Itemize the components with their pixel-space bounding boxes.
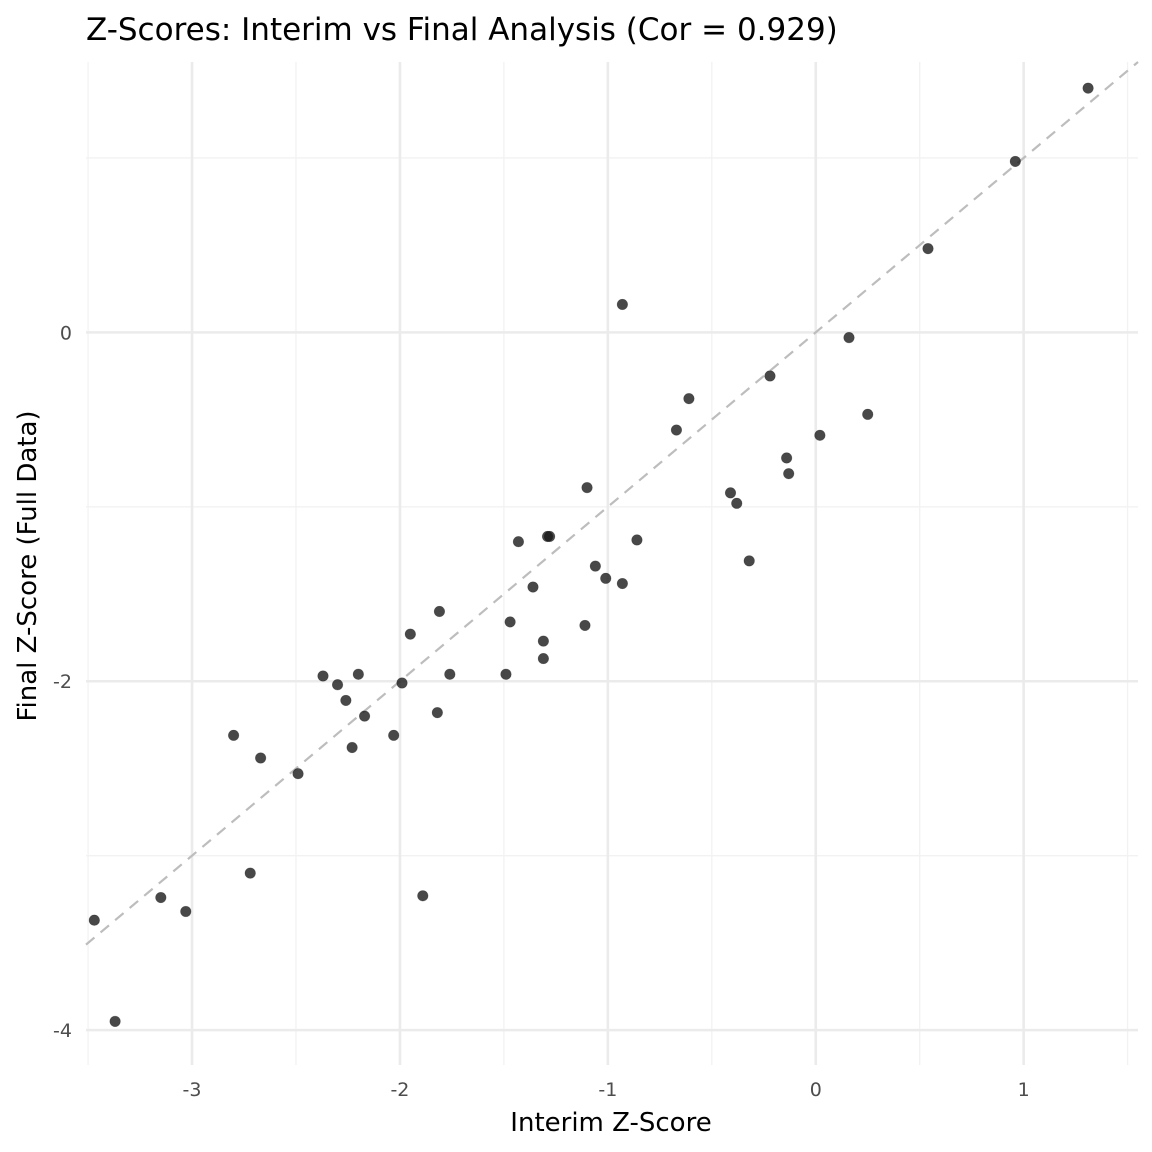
y-axis-title: Final Z-Score (Full Data) <box>13 410 43 721</box>
data-point <box>292 768 304 780</box>
y-tick-label: -4 <box>53 1020 72 1042</box>
reference-line-group <box>85 61 1139 946</box>
data-point <box>537 652 549 665</box>
data-point <box>228 729 240 741</box>
data-point <box>444 668 456 680</box>
data-point <box>331 679 344 691</box>
x-tick-label: -1 <box>598 1079 617 1101</box>
data-point <box>731 497 743 509</box>
data-point <box>843 332 855 344</box>
data-point <box>404 628 416 640</box>
data-point <box>255 752 267 764</box>
data-point <box>589 560 601 572</box>
data-point <box>527 581 539 593</box>
x-axis-tick-labels: -3 -2 -1 0 1 <box>183 1079 1030 1101</box>
data-point <box>504 616 516 628</box>
major-gridlines <box>86 62 1138 1065</box>
data-points <box>88 82 1094 1027</box>
data-point <box>317 670 329 682</box>
y-axis-tick-labels: -4 -2 0 <box>53 322 72 1042</box>
data-point <box>358 710 371 722</box>
data-point <box>388 729 400 741</box>
data-point <box>922 243 934 255</box>
data-point <box>340 694 352 707</box>
y-tick-label: -2 <box>53 671 72 693</box>
data-point <box>431 707 443 719</box>
data-point <box>616 577 628 590</box>
data-point <box>764 370 776 382</box>
data-point <box>109 1015 121 1027</box>
data-point <box>396 677 408 689</box>
data-point <box>244 867 256 879</box>
reference-line <box>85 61 1139 946</box>
data-point <box>500 668 512 680</box>
minor-gridlines <box>86 62 1138 1065</box>
data-point <box>724 487 737 499</box>
x-tick-label: 1 <box>1018 1079 1030 1101</box>
data-point <box>417 890 429 902</box>
data-point <box>433 605 446 618</box>
chart-title: Z-Scores: Interim vs Final Analysis (Cor… <box>86 12 838 48</box>
data-point <box>743 555 755 567</box>
data-point <box>1009 155 1021 168</box>
data-point <box>683 393 695 405</box>
data-point <box>155 891 167 904</box>
x-tick-label: -2 <box>390 1079 409 1101</box>
data-point <box>180 905 192 918</box>
data-point <box>544 530 556 543</box>
data-point <box>631 534 643 546</box>
data-point <box>781 452 793 464</box>
data-point <box>670 424 683 436</box>
data-point <box>862 408 874 420</box>
data-point <box>616 298 628 311</box>
y-tick-label: 0 <box>60 322 72 344</box>
data-point <box>579 619 591 632</box>
x-tick-label: 0 <box>810 1079 822 1101</box>
data-point <box>512 536 525 548</box>
x-axis-title: Interim Z-Score <box>510 1108 711 1138</box>
data-point <box>783 468 795 480</box>
data-point <box>346 741 358 754</box>
data-point <box>88 914 100 926</box>
x-tick-label: -3 <box>183 1079 202 1101</box>
data-point <box>352 668 364 680</box>
data-point <box>537 635 549 647</box>
data-point <box>600 572 612 584</box>
data-point <box>581 482 593 494</box>
data-point <box>814 429 826 441</box>
data-point <box>1082 82 1094 94</box>
